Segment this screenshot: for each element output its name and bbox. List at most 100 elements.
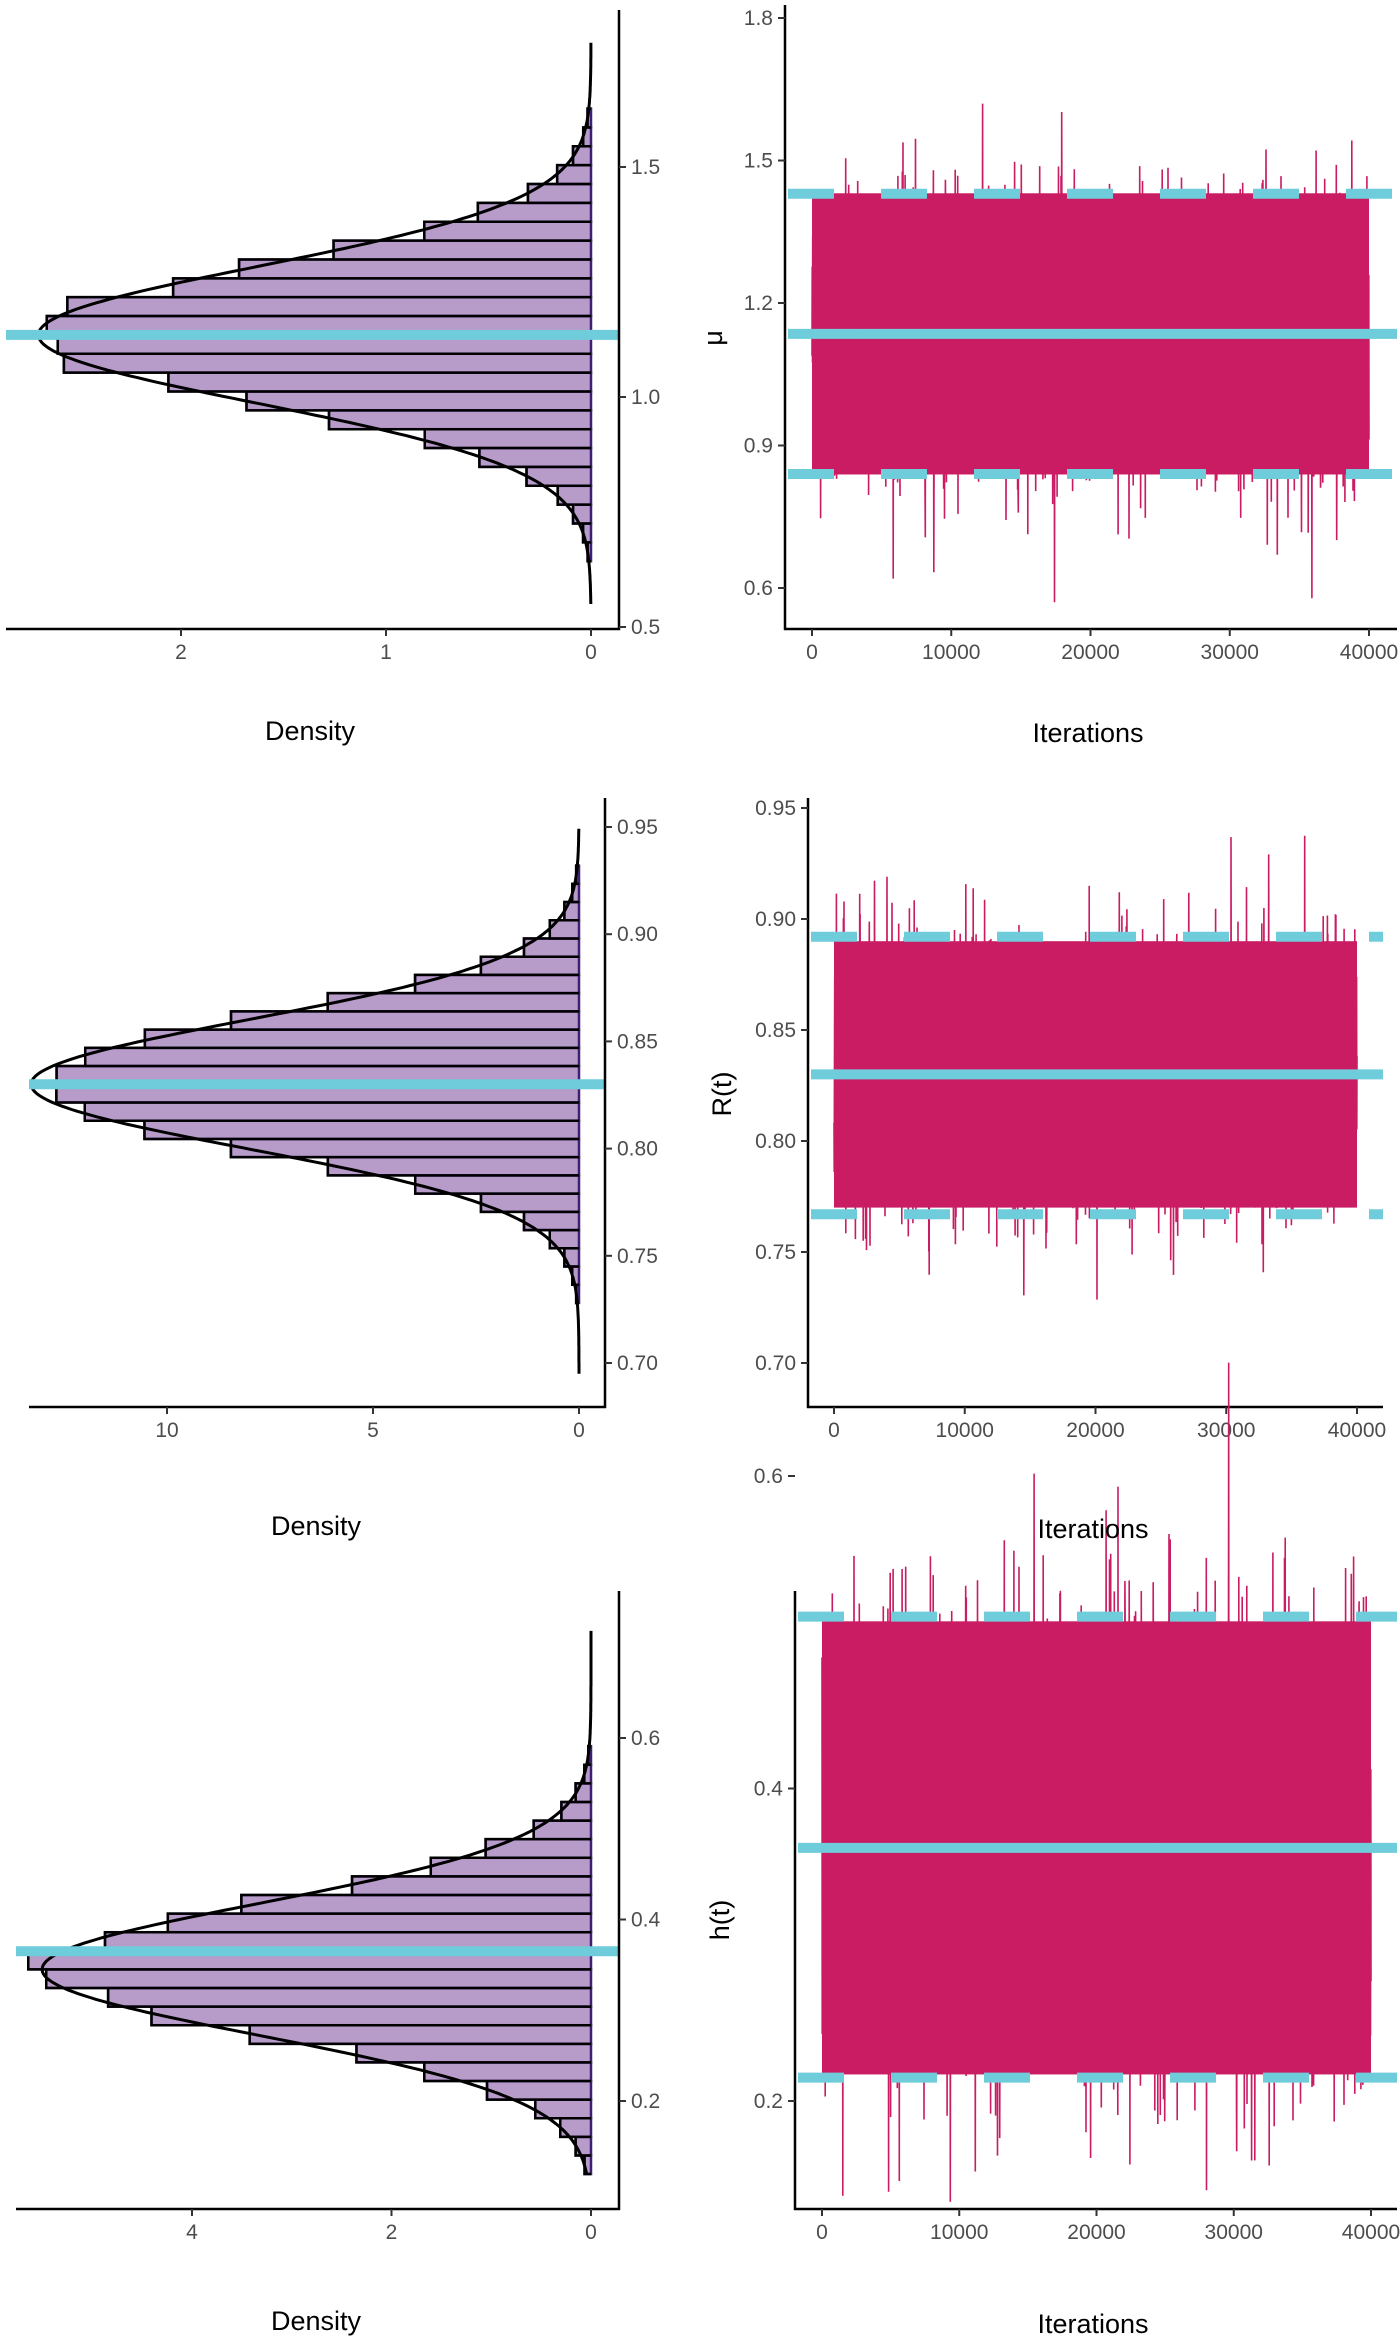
x-tick-label: 5 [367,1419,379,1442]
histogram-bar [559,2116,593,2139]
y-tick-label: 0.6 [754,1465,783,1488]
R-density-panel: 0.95 0.90 0.85 0.80 0.75 0.70 10 5 0 [29,798,658,1442]
y-tick-label: 0.5 [631,616,660,639]
x-tick-label: 30000 [1205,2221,1263,2244]
x-tick-label: 0 [816,2221,828,2244]
histogram-bar [62,352,593,374]
y-tick-label: 0.4 [631,1909,661,1932]
y-tick-label: 0.95 [755,797,796,820]
mu-trace-xlabel: Iterations [1032,718,1143,748]
y-tick-label: 1.0 [631,386,660,409]
histogram-bar [245,390,593,412]
y-tick-label: 0.75 [617,1245,658,1268]
y-tick-label: 0.6 [744,577,773,600]
histogram-bar [66,295,593,318]
histogram-bar [350,1875,593,1897]
histogram-bar [355,2042,593,2064]
x-tick-label: 4 [186,2221,198,2244]
h-trace-xlabel: Iterations [1037,2309,1148,2339]
h-density-xlabel: Density [271,2306,362,2336]
density-curve [29,828,581,1374]
y-tick-label: 0.85 [755,1019,796,1042]
histogram-bar [166,1912,593,1934]
y-tick-label: 0.90 [617,923,658,946]
y-tick-label: 0.75 [755,1241,796,1264]
y-tick-label: 0.80 [617,1138,658,1161]
x-tick-label: 10000 [930,2221,988,2244]
x-tick-label: 30000 [1197,1419,1255,1442]
x-tick-label: 20000 [1067,2221,1125,2244]
histogram-bar [45,1968,593,1990]
mu-density-panel: 1.5 1.0 0.5 2 1 0 [6,10,660,664]
histogram-bar [171,277,593,299]
histogram-bar [571,145,593,167]
trace-line [821,1362,1372,2202]
histogram-bar [248,2023,593,2046]
y-tick-label: 0.9 [744,435,773,458]
R-trace-panel: 0.95 0.90 0.85 0.80 0.75 0.70 0 10000 20000 30000… [755,797,1386,1442]
y-tick-label: 0.6 [631,1727,660,1750]
R-density-xlabel: Density [271,1511,362,1541]
y-tick-label: 1.5 [631,156,660,179]
mu-trace-panel: 1.8 1.5 1.2 0.9 0.6 0 10000 20000 30000 40000 [744,5,1398,664]
x-tick-label: 40000 [1340,641,1398,664]
density-curve [36,42,593,604]
density-curve [40,1630,593,2174]
y-tick-label: 1.2 [744,292,773,315]
y-tick-label: 1.5 [744,150,773,173]
histogram-bar [150,2005,593,2027]
y-tick-label: 0.4 [754,1778,784,1801]
y-tick-label: 1.8 [744,7,773,30]
h-density-panel: 0.6 0.4 0.2 4 2 0 [16,1591,661,2244]
x-tick-label: 40000 [1342,2221,1400,2244]
histogram-bar [423,220,593,242]
histogram-bar [143,1028,581,1050]
x-tick-label: 20000 [1061,641,1119,664]
y-tick-label: 0.90 [755,908,796,931]
histogram-bar [167,371,593,393]
h-trace-panel: 0.6 0.4 0.2 0 10000 20000 30000 40000 [754,1362,1400,2244]
x-tick-label: 0 [806,641,818,664]
mu-trace-ylabel: μ [698,330,728,346]
R-trace-xlabel: Iterations [1037,1514,1148,1544]
trace-line [811,103,1370,603]
x-tick-label: 0 [585,641,597,664]
x-tick-label: 2 [386,2221,398,2244]
y-tick-label: 0.95 [617,816,658,839]
y-tick-label: 0.80 [755,1130,796,1153]
histogram-bar [423,427,593,450]
histogram-bar [485,2079,593,2101]
histogram-bar [571,503,593,525]
histogram-bar [143,1119,581,1141]
x-tick-label: 20000 [1066,1419,1124,1442]
histogram-bar [237,258,593,280]
y-tick-label: 0.70 [755,1352,796,1375]
R-trace-ylabel: R(t) [707,1072,737,1117]
x-tick-label: 2 [175,641,187,664]
y-tick-label: 0.70 [617,1352,658,1375]
x-tick-label: 30000 [1201,641,1259,664]
y-tick-label: 0.2 [631,2090,660,2113]
x-tick-label: 0 [573,1419,585,1442]
y-tick-label: 0.85 [617,1030,658,1053]
histogram-bar [484,1837,593,1860]
x-tick-label: 40000 [1328,1419,1386,1442]
histogram-bar [83,1101,581,1122]
trace-line [833,835,1358,1300]
x-tick-label: 1 [380,641,392,664]
x-tick-label: 10000 [936,1419,994,1442]
x-tick-label: 0 [828,1419,840,1442]
x-tick-label: 0 [585,2221,597,2244]
mu-density-xlabel: Density [265,716,356,746]
histogram-bar [574,2135,593,2157]
histogram-bar [106,1986,593,2008]
x-tick-label: 10 [155,1419,178,1442]
histogram-bar [476,201,593,223]
x-tick-label: 10000 [922,641,980,664]
histogram-bar [574,1782,593,1804]
histogram-bar [83,1046,581,1068]
y-tick-label: 0.2 [754,2090,783,2113]
h-trace-ylabel: h(t) [705,1900,735,1941]
